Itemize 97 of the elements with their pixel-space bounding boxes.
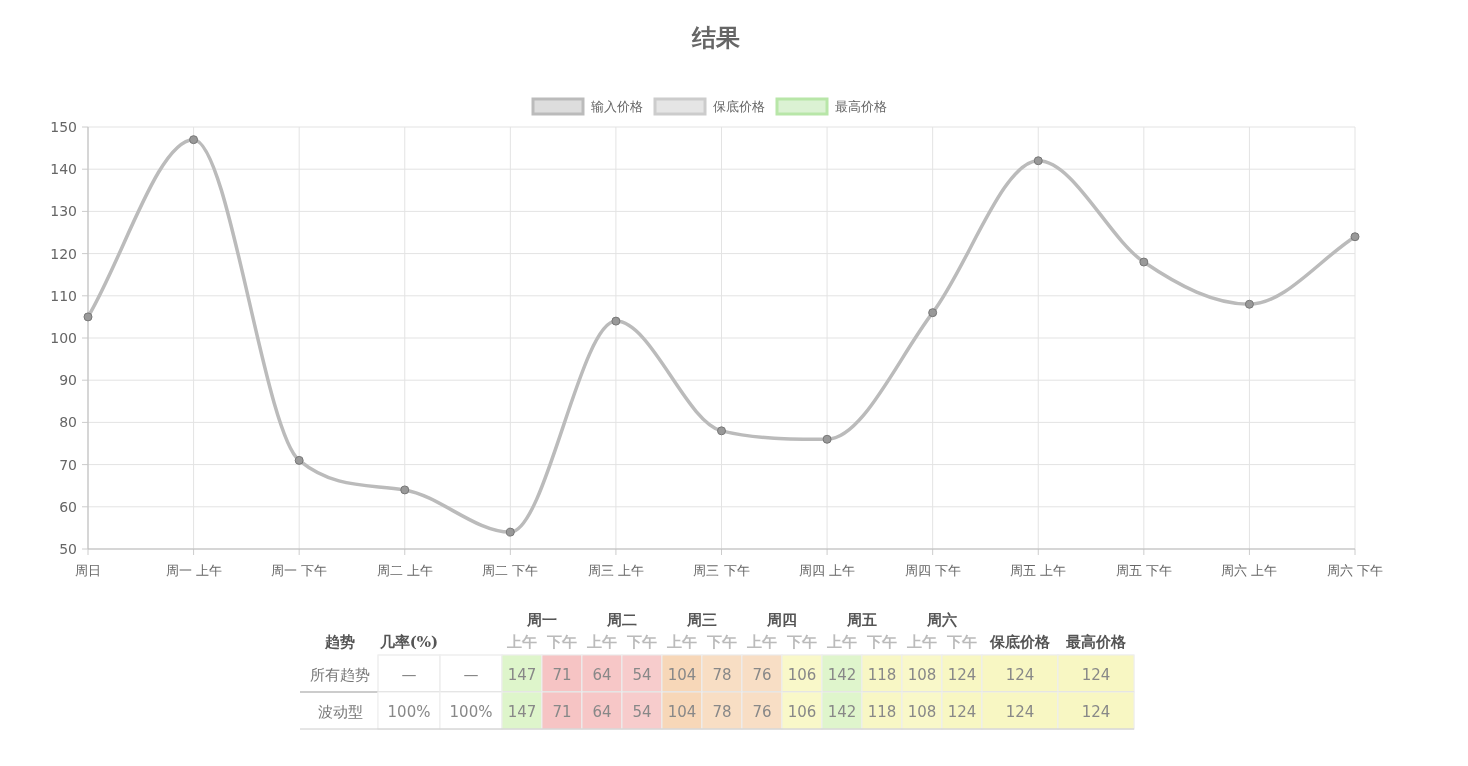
data-label: 108 xyxy=(907,665,937,684)
data-label: 106 xyxy=(787,702,817,721)
data-label: 64 xyxy=(592,702,612,721)
y-tick-label: 60 xyxy=(59,498,77,515)
y-tick-label: 150 xyxy=(50,119,77,135)
point xyxy=(83,312,93,322)
data-label: 78 xyxy=(712,702,732,721)
data-label: 147 xyxy=(507,702,537,721)
y-tick-label: 所有趋势 xyxy=(310,665,370,684)
x-tick-label: 上午 xyxy=(906,633,937,651)
x-tick-label: 保底价格 xyxy=(989,633,1051,651)
data-label: 142 xyxy=(827,665,857,684)
x-tick-label: 周二 下午 xyxy=(482,563,539,578)
text: 周一 xyxy=(526,611,557,629)
x-tick-label: 周五 下午 xyxy=(1115,563,1172,578)
data-label: 108 xyxy=(907,702,937,721)
text: — xyxy=(463,665,479,684)
data-label: 104 xyxy=(667,665,697,684)
x-tick-label: 上午 xyxy=(586,633,617,651)
data-label: 54 xyxy=(632,665,652,684)
x-tick-label: 周四 下午 xyxy=(904,563,961,578)
data-label: 124 xyxy=(1081,702,1111,721)
data-label: 142 xyxy=(827,702,857,721)
data-label: 76 xyxy=(752,665,772,684)
point xyxy=(717,426,726,436)
legend-label: 最高价格 xyxy=(835,99,887,114)
x-tick-label: 最高价格 xyxy=(1065,633,1127,651)
x-tick-label: 周日 xyxy=(75,563,101,578)
x-tick-label: 周三 下午 xyxy=(693,563,750,578)
data-label: 71 xyxy=(552,665,572,684)
point xyxy=(294,455,304,465)
data-label: 100% xyxy=(387,702,431,721)
y-tick-label: 波动型 xyxy=(317,702,363,721)
data-label: 78 xyxy=(712,665,732,684)
y-tick-label: 70 xyxy=(59,456,77,473)
y-tick-label: 100 xyxy=(50,330,77,346)
data-label: 147 xyxy=(507,665,537,684)
data-label: 106 xyxy=(787,665,817,684)
x-tick-label: 下午 xyxy=(706,633,737,651)
x-tick-label: 周六 下午 xyxy=(1326,563,1384,578)
point xyxy=(1244,299,1254,309)
point xyxy=(189,135,199,145)
y-tick-label: 80 xyxy=(59,414,77,431)
text: — xyxy=(401,665,417,684)
x-tick-label: 周二 上午 xyxy=(376,563,433,578)
x-tick-label: 下午 xyxy=(786,633,817,651)
x-tick-label: 周四 上午 xyxy=(799,563,856,578)
data-label: 124 xyxy=(947,665,977,684)
data-label: 100% xyxy=(449,702,493,721)
text: 周二 xyxy=(606,611,637,629)
y-axis-title: 趋势 xyxy=(324,633,355,651)
data-label: 54 xyxy=(632,702,652,721)
x-tick-label: 周三 上午 xyxy=(587,563,644,578)
y-tick-label: 90 xyxy=(59,372,77,389)
point xyxy=(928,308,938,318)
text: 周四 xyxy=(766,611,797,629)
data-label: 124 xyxy=(947,702,977,721)
x-tick-label: 周一 上午 xyxy=(165,563,222,578)
data-label: 124 xyxy=(1005,665,1035,684)
y-tick-label: 130 xyxy=(50,203,77,220)
x-tick-label: 周六 上午 xyxy=(1221,563,1278,578)
point xyxy=(822,434,832,444)
point xyxy=(611,316,621,326)
point xyxy=(1139,257,1149,267)
data-label: 118 xyxy=(867,665,897,684)
data-label: 124 xyxy=(1005,702,1035,721)
point xyxy=(1350,232,1360,242)
x-tick-label: 上午 xyxy=(746,633,777,651)
legend-label: 输入价格 xyxy=(591,99,643,114)
text: 周五 xyxy=(846,611,877,629)
x-tick-label: 周五 上午 xyxy=(1010,563,1067,578)
y-tick-label: 140 xyxy=(50,161,77,178)
x-tick-label: 上午 xyxy=(826,633,857,651)
data-label: 124 xyxy=(1081,665,1111,684)
point xyxy=(1033,156,1043,166)
chart-title: 结果 xyxy=(691,23,740,52)
y-tick-label: 50 xyxy=(59,541,77,557)
text: 周三 xyxy=(686,611,717,629)
data-label: 76 xyxy=(752,702,772,721)
data-label: 104 xyxy=(667,702,697,721)
x-tick-label: 上午 xyxy=(506,633,537,651)
data-label: 118 xyxy=(867,702,897,721)
x-tick-label: 几率(%) xyxy=(378,633,439,651)
point xyxy=(400,485,410,495)
data-label: 64 xyxy=(592,665,612,684)
x-tick-label: 下午 xyxy=(546,633,577,651)
x-tick-label: 下午 xyxy=(626,633,657,651)
text: 周六 xyxy=(926,611,957,629)
y-tick-label: 120 xyxy=(50,245,77,262)
data-label: 71 xyxy=(552,702,572,721)
legend-label: 保底价格 xyxy=(713,99,765,114)
x-tick-label: 上午 xyxy=(666,633,697,651)
point xyxy=(505,527,515,537)
y-tick-label: 110 xyxy=(50,287,77,304)
x-tick-label: 下午 xyxy=(866,633,897,651)
x-tick-label: 下午 xyxy=(946,633,977,651)
x-tick-label: 周一 下午 xyxy=(271,563,328,578)
